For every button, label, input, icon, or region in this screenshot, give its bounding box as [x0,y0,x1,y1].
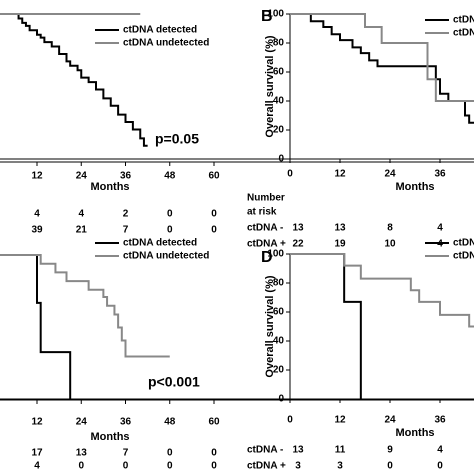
risk-count: 0 [211,209,217,220]
survival-curve [290,253,362,399]
legend-label: ctDNA undetected [123,38,209,49]
y-tick-label: 80 [273,38,285,49]
legend-label: ctDNA undetected [123,251,209,262]
risk-title: at risk [247,207,277,218]
risk-count: 0 [211,461,217,472]
y-tick-label: 80 [273,278,285,289]
x-axis-label: Months [395,427,434,439]
risk-count: 0 [437,461,443,472]
risk-count: 4 [34,209,40,220]
risk-count: 0 [123,461,129,472]
y-axis-label: Overall survival (%) [264,35,276,137]
x-tick-label: 12 [31,417,43,428]
p-value: p<0.001 [148,374,200,390]
risk-row-label: ctDNA - [247,445,283,456]
risk-count: 13 [76,448,88,459]
risk-count: 0 [211,448,217,459]
x-axis-label: Months [90,431,129,443]
risk-count: 0 [167,461,173,472]
risk-count: 2 [123,209,129,220]
risk-count: 0 [167,225,173,236]
risk-count: 0 [211,225,217,236]
legend-label: ctDNA [453,28,474,39]
y-tick-label: 100 [267,249,284,260]
risk-count: 19 [334,239,346,250]
x-axis-label: Months [395,181,434,193]
survival-curve [290,13,474,102]
y-tick-label: 0 [278,154,284,165]
risk-title: Number [247,193,285,204]
x-tick-label: 0 [287,415,293,426]
x-axis-label: Months [90,181,129,193]
y-tick-label: 0 [278,394,284,405]
risk-count: 4 [437,445,443,456]
risk-count: 13 [292,223,304,234]
x-tick-label: 12 [31,171,43,182]
p-value: p=0.05 [155,131,199,147]
y-axis-label: Overall survival (%) [264,275,276,377]
x-tick-label: 36 [120,171,132,182]
risk-count: 21 [76,225,88,236]
x-tick-label: 24 [76,171,88,182]
risk-count: 0 [387,461,393,472]
x-tick-label: 12 [334,415,346,426]
x-tick-label: 48 [164,171,176,182]
legend-label: ctDNA [453,238,474,249]
risk-count: 7 [123,448,129,459]
x-tick-label: 36 [434,415,446,426]
panel-label: D [261,249,273,266]
risk-count: 13 [334,223,346,234]
survival-curve [0,254,72,400]
risk-row-label: ctDNA - [247,223,283,234]
y-tick-label: 40 [273,96,285,107]
y-tick-label: 40 [273,336,285,347]
risk-count: 10 [384,239,396,250]
x-tick-label: 36 [120,417,132,428]
legend-label: ctDNA [453,251,474,262]
risk-count: 4 [437,239,443,250]
x-tick-label: 0 [287,169,293,180]
risk-count: 22 [292,239,304,250]
risk-count: 4 [78,209,84,220]
x-tick-label: 36 [434,169,446,180]
risk-count: 0 [78,461,84,472]
survival-curve [0,13,148,147]
risk-count: 4 [437,223,443,234]
risk-count: 9 [387,445,393,456]
survival-curve [0,254,170,358]
survival-curve [290,253,474,328]
x-tick-label: 24 [76,417,88,428]
risk-row-label: ctDNA + [247,461,286,472]
x-tick-label: 60 [208,417,220,428]
risk-count: 7 [123,225,129,236]
legend-label: ctDNA detected [123,238,197,249]
risk-count: 3 [337,461,343,472]
risk-count: 8 [387,223,393,234]
risk-count: 0 [167,209,173,220]
x-tick-label: 48 [164,417,176,428]
risk-row-label: ctDNA + [247,239,286,250]
y-tick-label: 100 [267,9,284,20]
risk-count: 4 [34,461,40,472]
legend-label: ctDNA detected [123,25,197,36]
risk-count: 3 [295,461,301,472]
risk-count: 13 [292,445,304,456]
risk-count: 11 [335,445,346,456]
panel-label: B [261,8,273,25]
risk-count: 39 [31,225,43,236]
y-tick-label: 20 [273,125,285,136]
risk-count: 0 [167,448,173,459]
y-tick-label: 20 [273,365,285,376]
x-tick-label: 24 [384,169,396,180]
x-tick-label: 60 [208,171,220,182]
legend-label: ctDNA [453,15,474,26]
risk-count: 17 [31,448,43,459]
y-tick-label: 60 [273,67,285,78]
y-tick-label: 60 [273,307,285,318]
x-tick-label: 12 [334,169,346,180]
x-tick-label: 24 [384,415,396,426]
